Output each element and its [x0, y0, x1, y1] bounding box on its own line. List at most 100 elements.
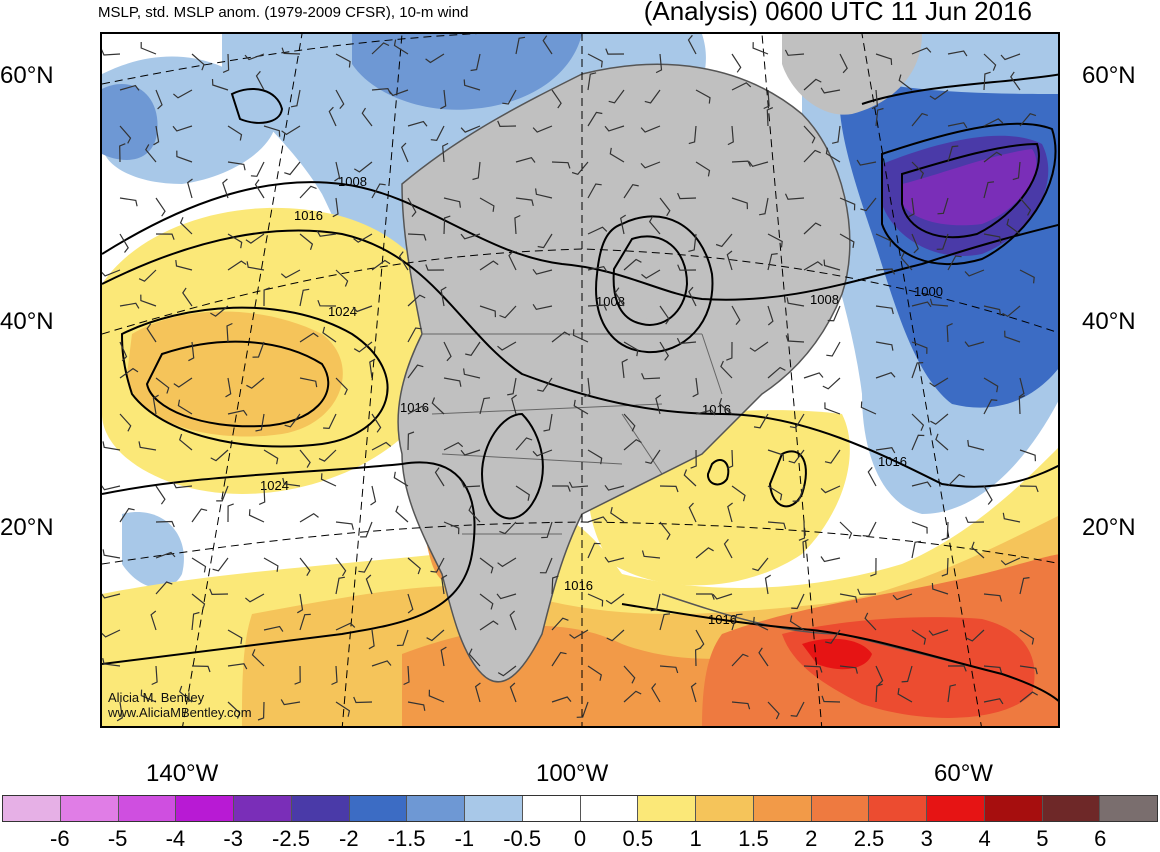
colorbar-label: -1.5: [387, 826, 426, 851]
isobar-label: 1024: [328, 304, 357, 319]
colorbar-swatch: [176, 796, 234, 821]
wind-barb: [496, 593, 517, 600]
wind-barb: [983, 151, 1003, 163]
wind-barb: [731, 305, 741, 325]
wind-barb: [335, 701, 351, 717]
wind-barb: [398, 251, 409, 271]
credit-name: Alicia M. Bentley: [108, 690, 205, 705]
colorbar-swatch: [638, 796, 696, 821]
wind-barb: [614, 287, 625, 307]
wind-barb: [688, 233, 697, 252]
wind-barb: [497, 120, 517, 128]
wind-barb: [720, 360, 733, 379]
isobar-label: 1016: [708, 612, 737, 627]
wind-barb: [388, 89, 409, 97]
wind-barb: [901, 665, 913, 683]
wind-barb: [824, 402, 841, 415]
wind-barb: [155, 89, 163, 110]
wind-barb: [225, 377, 232, 398]
wind-barb: [983, 665, 1003, 674]
wind-barb: [587, 183, 602, 199]
lat-label-left-60n: 60°N: [0, 62, 54, 89]
wind-barb: [152, 394, 159, 415]
wind-barb: [443, 377, 462, 387]
wind-barb: [803, 665, 823, 673]
wind-barb: [263, 557, 279, 572]
isobar-label: 1016: [400, 400, 429, 415]
wind-barb: [726, 449, 734, 469]
wind-barb: [767, 521, 787, 530]
wind-barb: [659, 305, 670, 325]
wind-barb: [263, 449, 279, 465]
wind-barb: [551, 331, 571, 343]
wind-barb: [360, 521, 373, 538]
wind-barb: [688, 286, 697, 307]
wind-barb: [1018, 395, 1026, 415]
wind-barb: [290, 89, 301, 108]
colorbar-swatch: [234, 796, 292, 821]
wind-barb: [463, 368, 481, 379]
wind-barb: [1018, 377, 1025, 398]
wind-barb: [696, 593, 715, 600]
wind-barb: [824, 449, 841, 464]
wind-barb: [731, 485, 746, 502]
wind-barb: [1012, 161, 1021, 181]
wind-barb: [178, 685, 193, 703]
colorbar-swatch: [696, 796, 754, 821]
wind-barb: [875, 305, 894, 315]
wind-barb: [860, 401, 877, 415]
author-credit: Alicia M. Bentley www.AliciaMBentley.com: [108, 690, 252, 720]
wind-barb: [515, 437, 533, 451]
wind-barb: [460, 233, 481, 240]
wind-barb: [727, 502, 733, 523]
wind-barb: [227, 629, 243, 645]
wind-barb: [119, 302, 140, 309]
wind-barb: [875, 268, 896, 275]
wind-barb: [155, 520, 175, 528]
wind-barb: [335, 557, 347, 577]
wind-barb: [299, 377, 318, 388]
wind-barb: [532, 303, 553, 310]
wind-barb: [281, 47, 301, 55]
wind-barb: [317, 299, 337, 307]
wind-barb: [1000, 53, 1021, 61]
wind-barb: [587, 665, 602, 681]
wind-barb: [911, 521, 928, 534]
wind-barb: [222, 53, 230, 73]
wind-barb: [875, 107, 884, 127]
wind-barb: [715, 233, 733, 248]
wind-barb: [1019, 485, 1039, 493]
wind-barb: [623, 184, 639, 199]
wind-barb: [179, 217, 193, 235]
wind-barb: [695, 161, 711, 177]
wind-barb: [227, 161, 246, 171]
colorbar-label: -3: [223, 826, 243, 851]
wind-barb: [227, 125, 243, 141]
wind-barb: [931, 583, 949, 595]
wind-barb: [605, 593, 625, 605]
wind-barb: [623, 690, 642, 703]
wind-barb: [820, 485, 841, 494]
lat-label-left-40n: 40°N: [0, 308, 54, 335]
isobar-label: 1016: [878, 454, 907, 469]
wind-barb: [825, 629, 841, 644]
wind-barb: [465, 341, 481, 356]
wind-barb: [352, 305, 373, 313]
colorbar-swatch: [465, 796, 523, 821]
wind-barb: [766, 107, 774, 127]
wind-barb: [871, 89, 879, 110]
wind-barb: [155, 485, 166, 505]
wind-barb: [173, 89, 193, 99]
wind-barb: [748, 161, 769, 167]
wind-barb: [587, 516, 608, 523]
wind-barb: [407, 431, 415, 451]
colorbar-label: 2: [805, 826, 818, 851]
wind-barb: [102, 549, 121, 559]
wind-barb: [284, 413, 301, 428]
colorbar-label: -5: [107, 826, 128, 851]
credit-site: www.AliciaMBentley.com: [108, 705, 252, 720]
wind-barb: [443, 441, 464, 451]
wind-barb: [212, 557, 229, 572]
wind-barb: [683, 469, 697, 487]
wind-barb: [803, 261, 823, 271]
